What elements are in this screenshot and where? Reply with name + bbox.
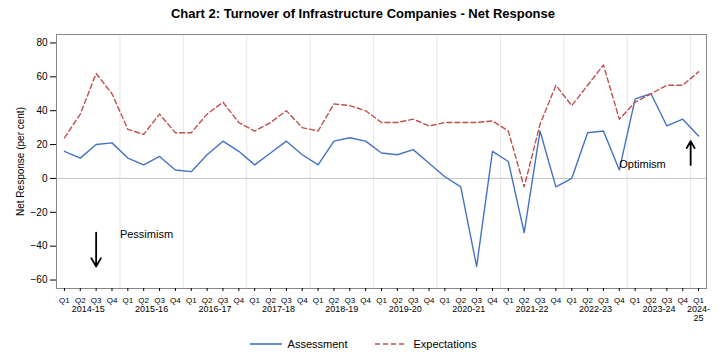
svg-text:0: 0	[42, 173, 48, 184]
html-text:Expectations: Expectations	[413, 338, 477, 350]
svg-text:60: 60	[36, 71, 48, 82]
svg-text:−20: −20	[31, 207, 48, 218]
svg-text:Q3: Q3	[471, 296, 482, 306]
svg-text:80: 80	[36, 37, 48, 48]
svg-text:Q1: Q1	[249, 296, 260, 305]
svg-text:Q1: Q1	[186, 296, 197, 305]
svg-text:2023-24: 2023-24	[642, 304, 675, 314]
svg-text:Q2: Q2	[328, 296, 340, 306]
svg-text:2022-23: 2022-23	[579, 304, 612, 314]
svg-text:Q2: Q2	[455, 296, 467, 306]
html-text:Chart 2: Turnover of Infrastru: Chart 2: Turnover of Infrastructure Comp…	[171, 6, 555, 21]
svg-text:Q3: Q3	[154, 296, 165, 306]
html-text:Assessment: Assessment	[287, 338, 348, 350]
svg-text:Q2: Q2	[201, 296, 213, 306]
svg-text:Q4: Q4	[487, 296, 498, 305]
svg-text:Q4: Q4	[551, 296, 562, 305]
svg-text:Q1: Q1	[313, 296, 324, 305]
svg-text:Q3: Q3	[90, 296, 102, 306]
svg-text:2015-16: 2015-16	[135, 304, 168, 314]
svg-text:Q1: Q1	[59, 296, 70, 305]
svg-text:Q1: Q1	[693, 296, 704, 306]
svg-text:20: 20	[36, 139, 48, 150]
svg-text:Q2: Q2	[138, 296, 149, 306]
svg-text:Q1: Q1	[123, 296, 134, 305]
svg-text:Q3: Q3	[281, 296, 292, 306]
svg-text:Q4: Q4	[297, 296, 308, 305]
svg-text:Q2: Q2	[582, 296, 593, 306]
svg-text:Optimism: Optimism	[619, 158, 665, 170]
svg-text:40: 40	[36, 105, 48, 116]
svg-text:2018-19: 2018-19	[325, 304, 358, 314]
svg-text:Q2: Q2	[265, 296, 276, 306]
svg-text:−60: −60	[31, 274, 48, 285]
svg-text:2021-22: 2021-22	[516, 304, 549, 314]
svg-text:Q2: Q2	[518, 296, 530, 306]
svg-text:Q4: Q4	[677, 296, 689, 306]
svg-text:Pessimism: Pessimism	[120, 228, 173, 240]
svg-text:Q4: Q4	[107, 296, 118, 305]
svg-text:2019-20: 2019-20	[389, 304, 422, 314]
svg-text:2014-15: 2014-15	[72, 304, 105, 314]
svg-text:Q2: Q2	[74, 296, 86, 306]
svg-text:Q3: Q3	[598, 296, 609, 306]
svg-text:Q3: Q3	[344, 296, 356, 306]
svg-text:Q2: Q2	[645, 296, 657, 306]
svg-text:Q1: Q1	[440, 296, 451, 305]
svg-text:2017-18: 2017-18	[262, 304, 295, 314]
svg-text:Q4: Q4	[170, 296, 181, 305]
svg-text:Q1: Q1	[376, 296, 387, 305]
svg-text:Q4: Q4	[233, 296, 244, 305]
svg-text:Q3: Q3	[661, 296, 673, 306]
svg-text:Q4: Q4	[360, 296, 371, 305]
svg-text:2016-17: 2016-17	[199, 304, 232, 314]
svg-text:Q1: Q1	[503, 296, 514, 305]
svg-text:Q1: Q1	[566, 296, 577, 305]
svg-text:Q4: Q4	[614, 296, 625, 305]
svg-text:2024-25: 2024-25	[687, 304, 710, 324]
svg-text:−40: −40	[31, 240, 48, 251]
svg-text:Q3: Q3	[407, 296, 419, 306]
svg-text:Q3: Q3	[217, 296, 229, 306]
svg-text:Q4: Q4	[424, 296, 435, 305]
svg-text:Q3: Q3	[534, 296, 546, 306]
svg-text:2020-21: 2020-21	[452, 304, 485, 314]
svg-text:Net Response (per cent): Net Response (per cent)	[15, 107, 26, 216]
svg-text:Q2: Q2	[392, 296, 403, 306]
svg-text:Q1: Q1	[630, 296, 641, 305]
